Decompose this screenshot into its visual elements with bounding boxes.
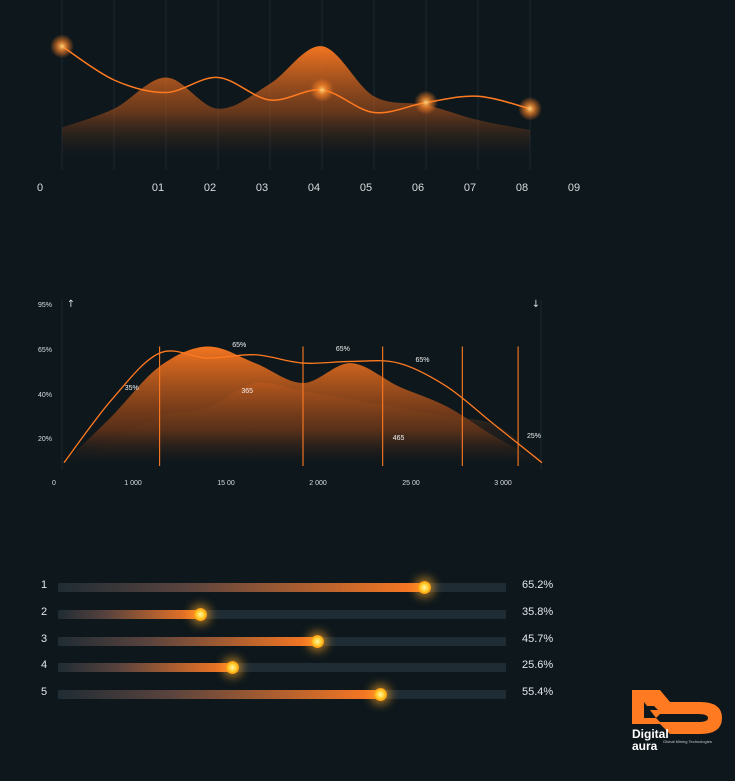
bar-category-label: 2 — [40, 605, 48, 618]
annotation-label: 365 — [241, 388, 253, 395]
bar-category-label: 5 — [40, 686, 48, 699]
chart-middle-area: 35% 65% 365 65% 465 65% 25% 20% 40% 65% 95% 0 1 000… — [38, 299, 543, 487]
x-tick-label: 03 — [256, 182, 268, 194]
bar-track — [58, 661, 506, 675]
bar-glow-dot — [194, 607, 208, 621]
bar-row: 1 65.2% — [0, 575, 735, 595]
glow-point — [518, 96, 542, 121]
bar-fill — [58, 663, 233, 673]
x-tick-label: 3 000 — [494, 480, 512, 487]
glow-point — [50, 34, 74, 59]
bar-row: 5 55.4% — [0, 682, 735, 702]
logo-word-digital: Digital — [632, 727, 669, 741]
bar-row: 3 45.7% — [0, 629, 735, 649]
bar-row: 4 25.6% — [0, 655, 735, 675]
area-series — [62, 46, 530, 166]
bar-track — [58, 607, 506, 621]
annotation-label: 65% — [232, 342, 246, 349]
logo-word-aura: aura — [632, 739, 658, 753]
bar-fill — [58, 583, 426, 592]
bar-value-label: 25.6% — [522, 659, 554, 672]
bar-category-label: 4 — [40, 659, 48, 672]
bar-fill — [58, 636, 318, 646]
x-tick-label: 15 00 — [217, 480, 235, 487]
bar-fill — [58, 609, 202, 619]
bar-value-label: 45.7% — [522, 632, 554, 645]
bar-glow-dot — [225, 661, 239, 675]
x-tick-label: 06 — [412, 182, 424, 194]
annotation-label: 465 — [393, 435, 405, 442]
x-tick-label: 0 — [37, 182, 43, 194]
bar-track — [58, 634, 506, 648]
annotation-label: 35% — [125, 385, 139, 392]
x-tick-label: 01 — [152, 182, 164, 194]
x-tick-label: 09 — [568, 182, 580, 194]
arrow-down-icon: ↓ — [532, 299, 540, 310]
glow-point — [310, 78, 334, 102]
x-tick-label: 08 — [516, 182, 528, 194]
bar-value-label: 35.8% — [522, 605, 554, 618]
annotation-label: 25% — [527, 433, 541, 440]
bar-glow-dot — [418, 581, 432, 594]
y-tick-label: 40% — [38, 392, 52, 399]
y-tick-label: 20% — [38, 436, 52, 443]
bar-glow-dot — [310, 634, 324, 648]
x-tick-label: 1 000 — [124, 480, 142, 487]
x-tick-label: 2 000 — [309, 480, 327, 487]
x-tick-label: 04 — [308, 182, 320, 194]
annotation-label: 65% — [415, 357, 429, 364]
logo-tagline: Global Mining Technologies — [663, 739, 712, 744]
bar-track — [58, 581, 506, 594]
bar-glow-dot — [373, 688, 387, 702]
bar-category-label: 1 — [40, 579, 48, 591]
x-tick-label: 07 — [464, 182, 476, 194]
x-tick-label: 0 — [52, 480, 56, 487]
line-series — [61, 45, 531, 114]
y-tick-label: 65% — [38, 347, 52, 354]
glow-point — [414, 90, 438, 115]
logo-mark — [632, 690, 722, 734]
bar-value-label: 65.2% — [522, 579, 554, 591]
y-tick-label: 95% — [38, 302, 52, 309]
x-tick-label: 25 00 — [402, 480, 420, 487]
annotation-label: 65% — [336, 346, 350, 353]
digital-aura-logo — [632, 690, 722, 734]
bar-row: 2 35.8% — [0, 602, 735, 622]
chart-top-line-area: 0 01 02 03 04 05 06 07 08 09 — [37, 0, 580, 194]
bar-value-label: 55.4% — [522, 686, 554, 699]
arrow-up-icon: ↑ — [67, 299, 75, 310]
bar-fill — [58, 690, 381, 700]
bar-track — [58, 688, 506, 702]
bar-category-label: 3 — [40, 632, 48, 645]
x-tick-label: 02 — [204, 182, 216, 194]
x-tick-label: 05 — [360, 182, 372, 194]
